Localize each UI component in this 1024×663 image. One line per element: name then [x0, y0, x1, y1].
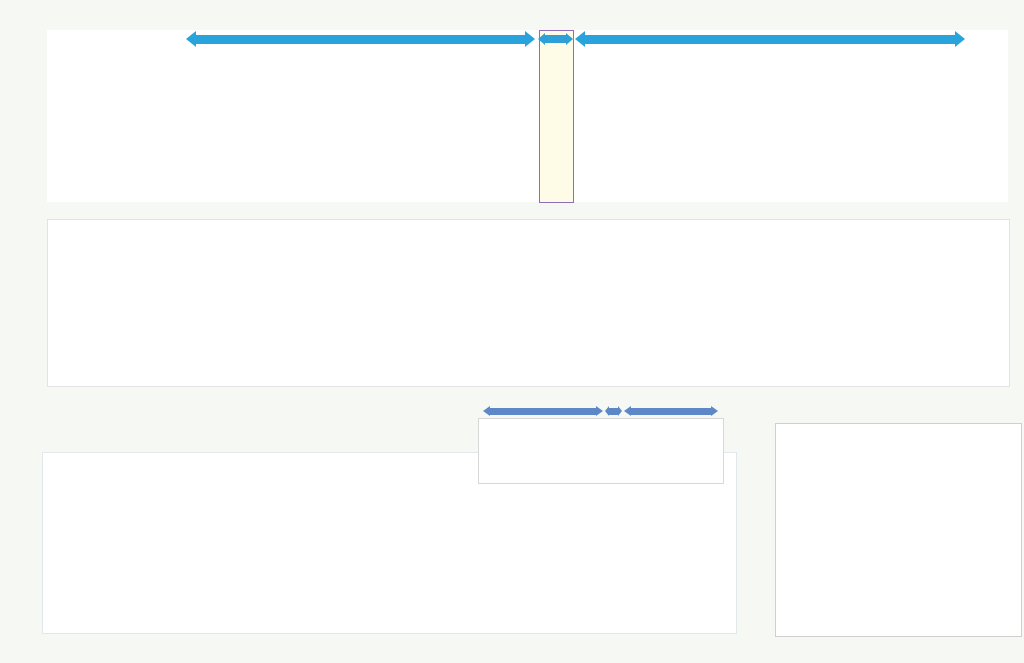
forcing-plot-area	[47, 219, 1010, 387]
include-left-arrow-label	[490, 407, 596, 415]
window-corr-plot-area	[478, 418, 724, 484]
modulation-series-svg	[775, 423, 1020, 635]
excluded-arrow	[538, 33, 573, 45]
included-right-arrow	[575, 31, 965, 47]
include-right-arrow-label	[631, 407, 711, 415]
included-left-arrow-label	[196, 34, 525, 44]
modulation-panel	[745, 400, 1024, 663]
tahiti-panel	[0, 0, 1024, 213]
arrow-left-tip-icon	[186, 31, 196, 47]
window-corr-series-svg	[478, 418, 722, 482]
exclude-x-badge-label	[609, 407, 618, 415]
include-left-arrow	[483, 406, 603, 416]
excluded-band	[539, 30, 574, 203]
arrow-left-tip-icon	[575, 31, 585, 47]
forcing-panel	[0, 213, 1024, 429]
forcing-series-svg	[47, 217, 1008, 387]
included-left-arrow	[186, 31, 535, 47]
tahiti-series-svg	[47, 30, 1008, 202]
arrow-right-tip-icon	[596, 406, 603, 416]
include-right-arrow	[624, 406, 718, 416]
tahiti-plot-area	[47, 30, 1008, 202]
excluded-arrow-label	[545, 35, 566, 43]
window-corr-panel	[445, 403, 745, 495]
arrow-left-tip-icon	[538, 33, 545, 45]
arrow-left-tip-icon	[624, 406, 631, 416]
arrow-right-tip-icon	[711, 406, 718, 416]
arrow-right-tip-icon	[566, 33, 573, 45]
modulation-plot-area	[775, 423, 1022, 637]
arrow-right-tip-icon	[618, 406, 622, 416]
arrow-right-tip-icon	[955, 31, 965, 47]
included-right-arrow-label	[585, 34, 955, 44]
exclude-x-badge	[605, 406, 622, 416]
arrow-left-tip-icon	[605, 406, 609, 416]
arrow-left-tip-icon	[483, 406, 490, 416]
arrow-right-tip-icon	[525, 31, 535, 47]
